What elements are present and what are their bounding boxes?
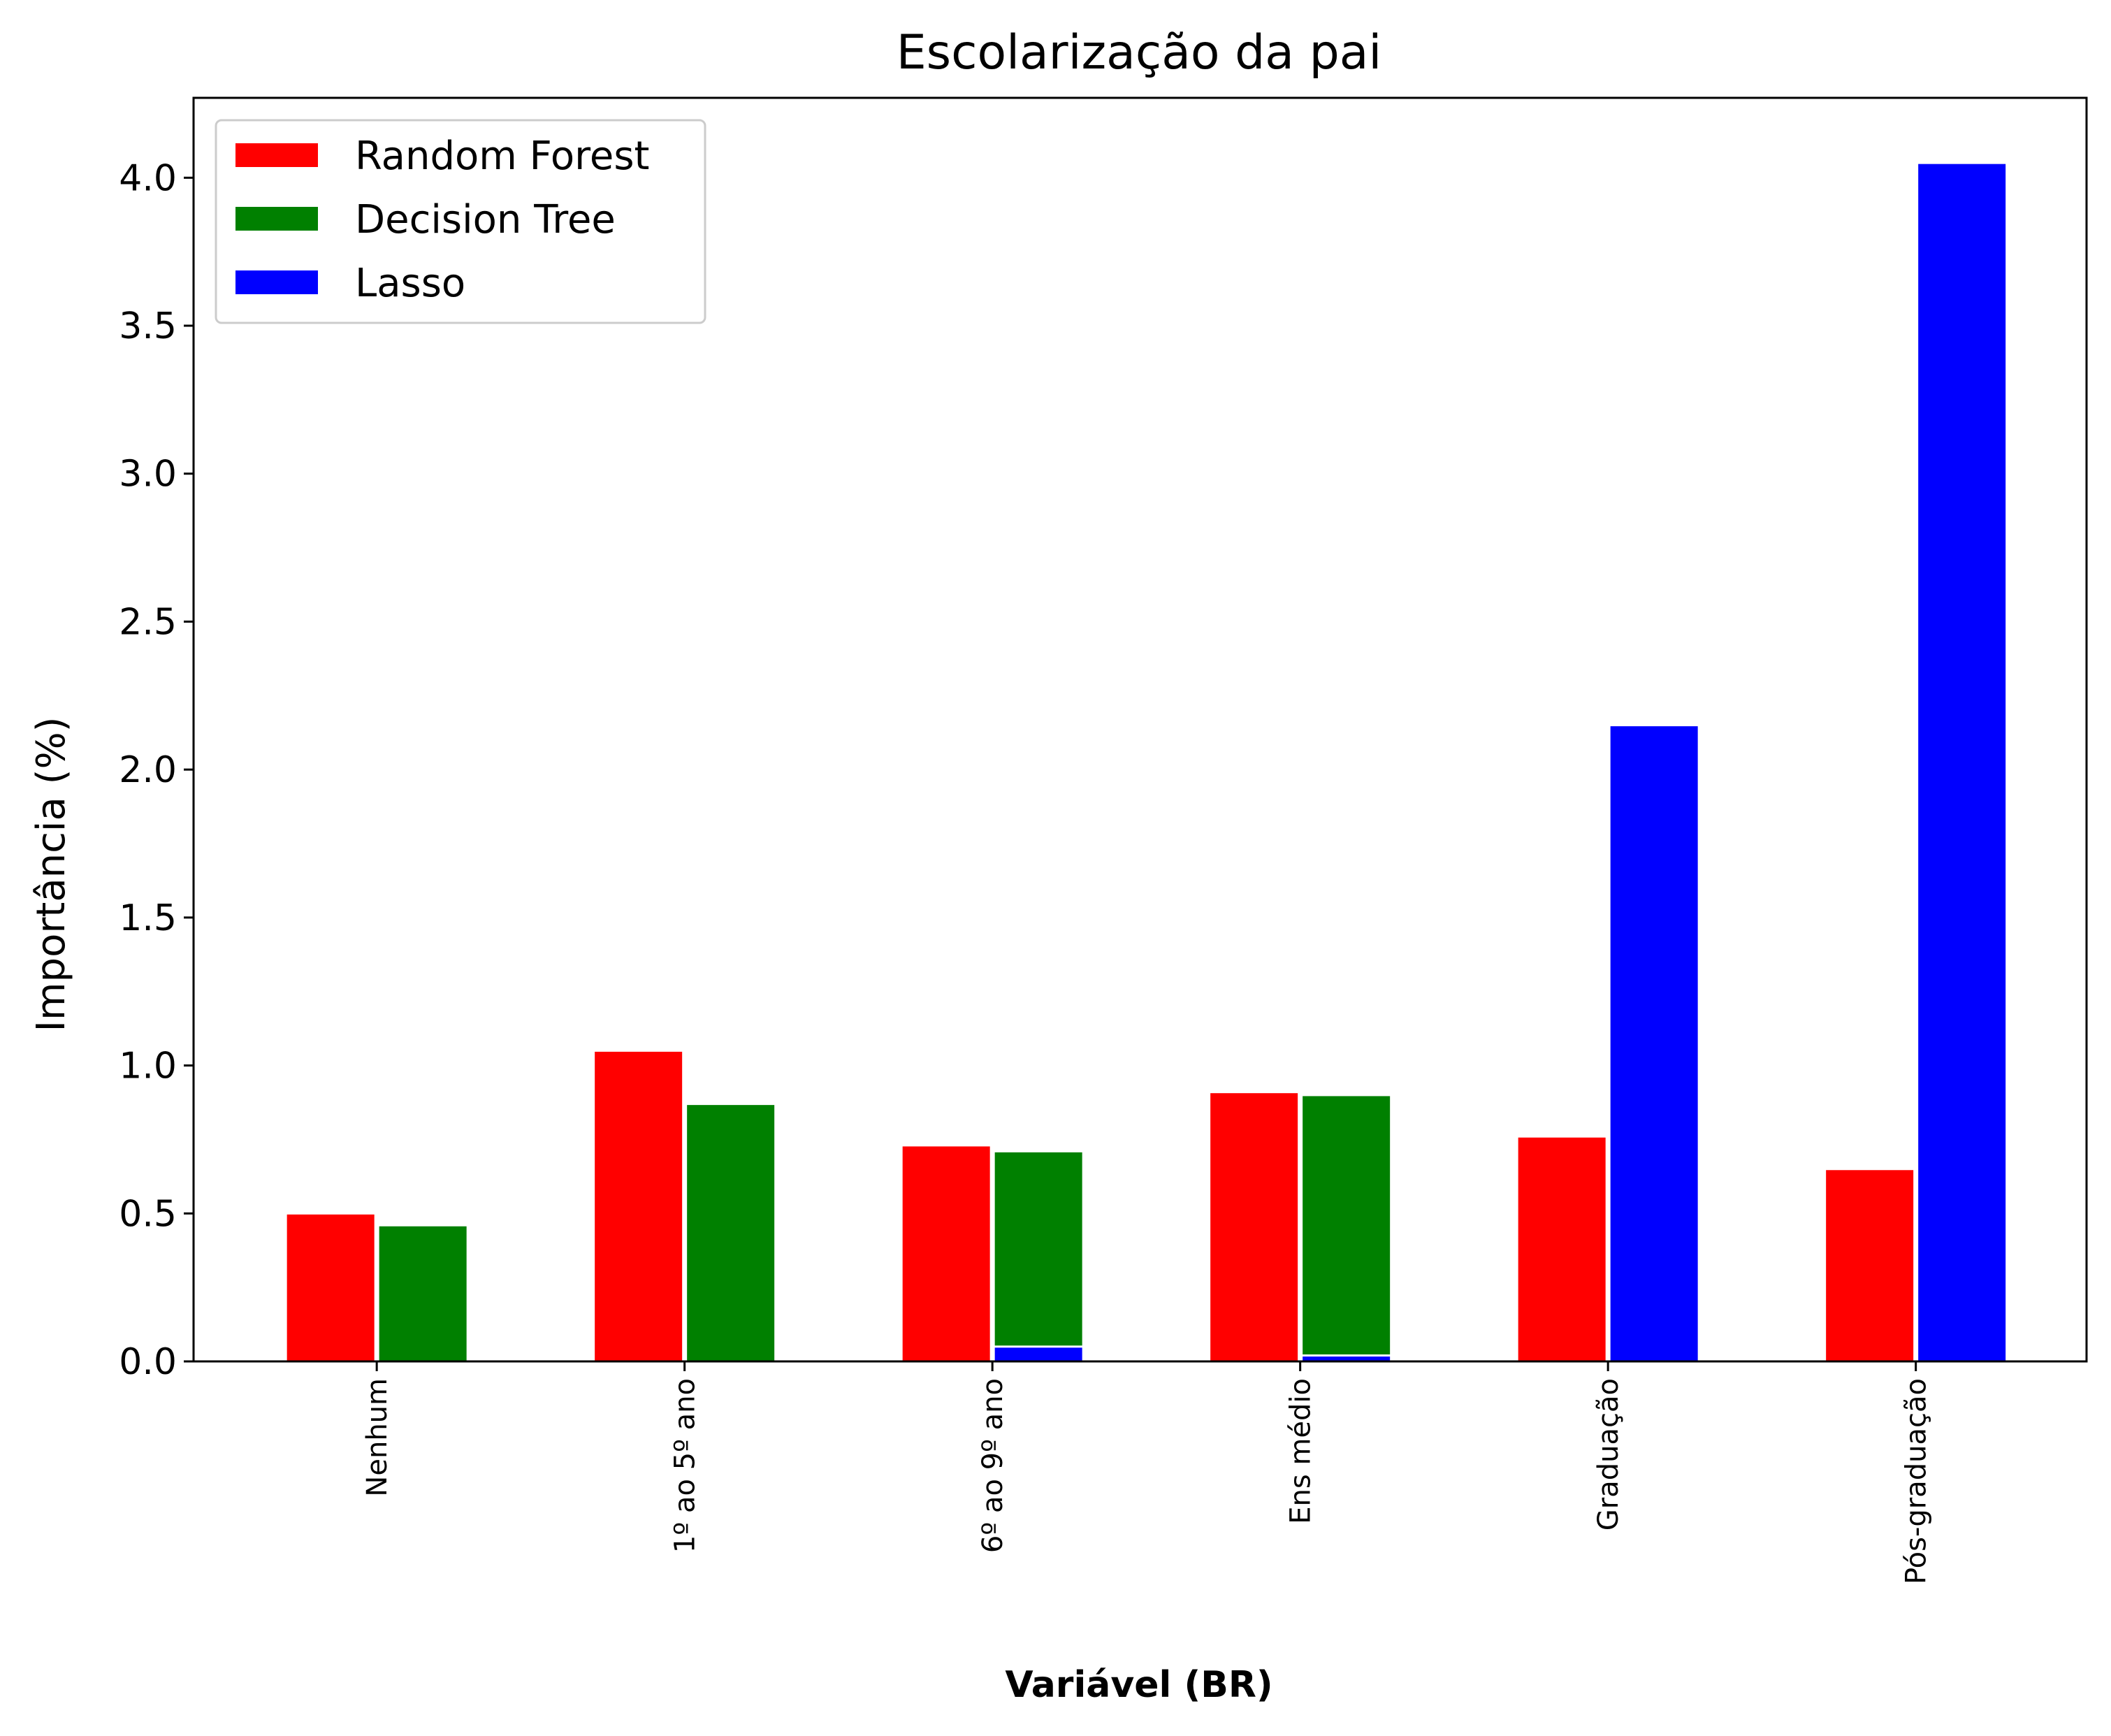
legend-label: Decision Tree <box>355 197 616 243</box>
x-tick-label: Nenhum <box>361 1378 393 1497</box>
bar-lasso <box>1608 724 1700 1363</box>
y-tick-label: 3.5 <box>119 305 177 347</box>
bar-decision-tree <box>377 1224 469 1363</box>
y-tick-label: 1.0 <box>119 1046 177 1087</box>
y-tick-label: 3.0 <box>119 454 177 496</box>
y-tick-label: 2.5 <box>119 601 177 643</box>
bar-random-forest <box>1516 1135 1608 1363</box>
bar-decision-tree <box>685 1103 777 1363</box>
legend-box <box>215 119 706 324</box>
y-tick-label: 4.0 <box>119 157 177 199</box>
y-tick-label: 1.5 <box>119 897 177 939</box>
legend-label: Random Forest <box>355 133 650 179</box>
x-tick-label: 1º ao 5º ano <box>669 1378 702 1553</box>
y-axis-label: Importância (%) <box>29 716 74 1032</box>
y-tick-label: 2.0 <box>119 749 177 791</box>
bar-random-forest <box>284 1212 377 1363</box>
bar-decision-tree <box>992 1150 1084 1363</box>
bar-random-forest <box>1824 1168 1916 1363</box>
legend-swatch <box>235 270 318 294</box>
x-tick-label: Graduação <box>1593 1378 1625 1531</box>
y-axis-ticks: 0.0 0.5 1.0 1.5 2.0 2.5 3.0 3.5 4.0 <box>119 157 194 1383</box>
y-tick-label: 0.0 <box>119 1341 177 1383</box>
bar-lasso <box>1916 161 2008 1363</box>
x-tick-label: Ens médio <box>1285 1378 1317 1524</box>
legend-label: Lasso <box>355 261 465 306</box>
legend-swatch <box>235 207 318 231</box>
y-tick-label: 0.5 <box>119 1193 177 1235</box>
x-tick-label: Pós-graduação <box>1901 1378 1933 1584</box>
bar-random-forest <box>900 1144 992 1363</box>
legend-swatch <box>235 143 318 167</box>
x-axis-ticks: Nenhum 1º ao 5º ano 6º ao 9º ano Ens médio G… <box>361 1361 1933 1584</box>
x-tick-label: 6º ao 9º ano <box>977 1378 1009 1553</box>
bar-random-forest <box>1208 1091 1300 1363</box>
x-axis-label: Variável (BR) <box>1005 1664 1272 1706</box>
bar-decision-tree <box>1300 1094 1393 1363</box>
bar-lasso <box>992 1345 1084 1363</box>
plot-frame <box>192 96 2088 1363</box>
bar-random-forest <box>593 1049 685 1363</box>
chart-title: Escolarização da pai <box>897 25 1382 80</box>
bars-group <box>284 161 2008 1363</box>
legend: Random Forest Decision Tree Lasso <box>215 119 706 324</box>
